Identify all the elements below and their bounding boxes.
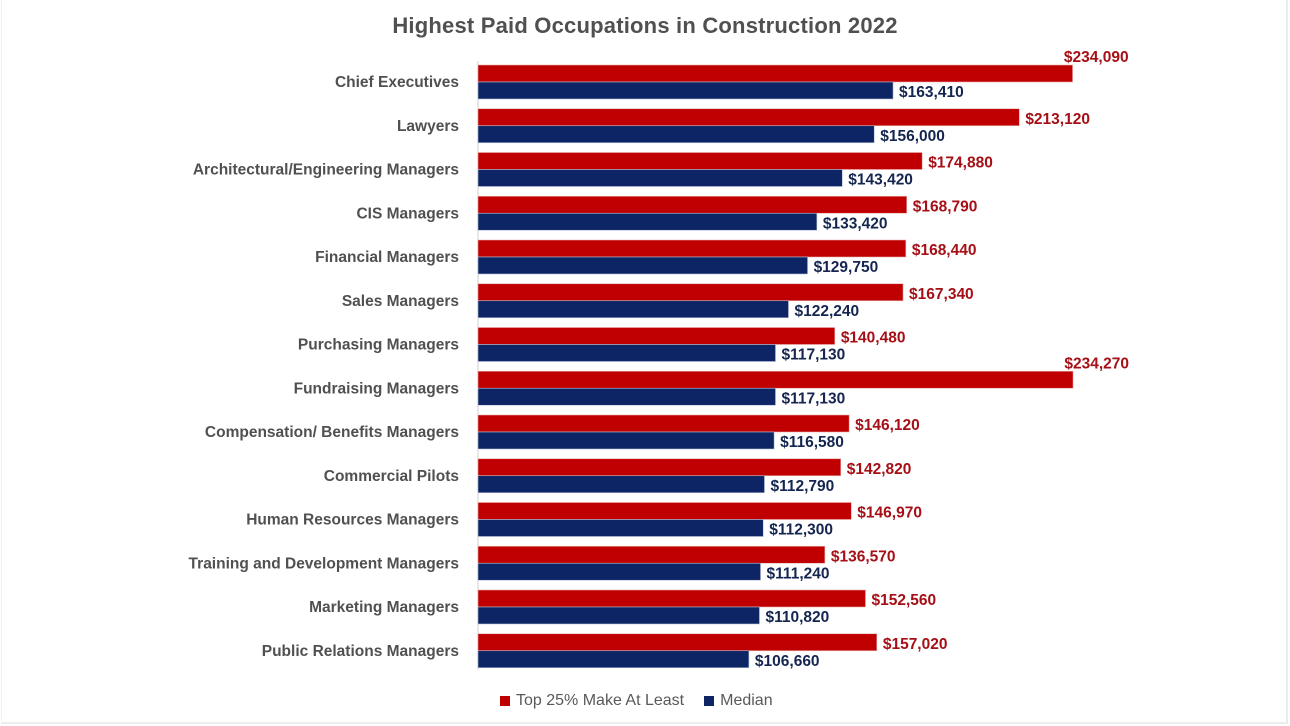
data-label-top25-human-resources-managers: $146,970 (857, 505, 922, 522)
data-label-median-financial-managers: $129,750 (814, 259, 879, 276)
data-label-median-architectural-engineering-managers: $143,420 (848, 172, 913, 189)
data-label-median-chief-executives: $163,410 (899, 84, 964, 101)
data-label-median-sales-managers: $122,240 (794, 303, 859, 320)
data-label-top25-fundraising-managers: $234,270 (1064, 355, 1129, 372)
bar-top25-fundraising-managers (477, 370, 1074, 389)
legend-label-top25: Top 25% Make At Least (516, 692, 685, 709)
bar-top25-marketing-managers (477, 589, 866, 608)
bar-median-chief-executives (477, 81, 894, 100)
category-label-sales-managers: Sales Managers (342, 293, 459, 310)
bar-median-fundraising-managers (477, 387, 776, 406)
data-label-median-cis-managers: $133,420 (823, 215, 888, 232)
category-label-marketing-managers: Marketing Managers (309, 599, 459, 616)
legend-label-median: Median (720, 692, 773, 709)
data-label-median-commercial-pilots: $112,790 (770, 478, 834, 495)
legend-swatch-median (704, 696, 715, 706)
bar-top25-sales-managers (477, 283, 904, 302)
bar-top25-public-relations-managers (477, 633, 878, 652)
bar-median-financial-managers (477, 256, 808, 275)
category-label-fundraising-managers: Fundraising Managers (294, 380, 459, 397)
bar-median-lawyers (477, 125, 875, 144)
data-label-top25-cis-managers: $168,790 (913, 198, 978, 215)
bar-top25-human-resources-managers (477, 502, 852, 520)
bar-median-architectural-engineering-managers (477, 169, 843, 187)
data-label-top25-training-and-development-managers: $136,570 (831, 548, 896, 565)
bar-top25-financial-managers (477, 239, 907, 258)
bar-top25-lawyers (477, 108, 1020, 127)
category-label-public-relations-managers: Public Relations Managers (262, 643, 459, 660)
category-label-architectural-engineering-managers: Architectural/Engineering Managers (193, 162, 459, 179)
data-label-median-purchasing-managers: $117,130 (782, 347, 846, 364)
legend: Top 25% Make At Least Median (500, 692, 793, 710)
bar-top25-compensation-benefits-managers (477, 414, 850, 433)
category-label-financial-managers: Financial Managers (315, 249, 459, 266)
category-label-purchasing-managers: Purchasing Managers (298, 337, 459, 354)
bar-top25-chief-executives (477, 64, 1073, 83)
data-label-median-marketing-managers: $110,820 (765, 609, 829, 626)
data-label-top25-commercial-pilots: $142,820 (847, 461, 912, 478)
data-label-top25-purchasing-managers: $140,480 (841, 330, 906, 347)
bar-median-purchasing-managers (477, 344, 776, 362)
data-label-median-human-resources-managers: $112,300 (769, 522, 833, 539)
bar-top25-training-and-development-managers (477, 545, 826, 564)
data-label-median-compensation-benefits-managers: $116,580 (780, 434, 844, 451)
legend-item-median: Median (704, 692, 773, 710)
data-label-median-public-relations-managers: $106,660 (755, 653, 820, 670)
category-label-commercial-pilots: Commercial Pilots (324, 468, 459, 485)
bar-median-cis-managers (477, 212, 818, 231)
legend-item-top25: Top 25% Make At Least (500, 692, 684, 710)
bar-median-public-relations-managers (477, 650, 750, 669)
data-label-top25-lawyers: $213,120 (1025, 111, 1090, 128)
bar-median-human-resources-managers (477, 519, 764, 537)
category-label-cis-managers: CIS Managers (356, 205, 459, 222)
bar-top25-purchasing-managers (477, 327, 836, 345)
category-label-compensation-benefits-managers: Compensation/ Benefits Managers (205, 424, 459, 441)
data-label-top25-financial-managers: $168,440 (912, 242, 977, 259)
bar-median-compensation-benefits-managers (477, 431, 775, 450)
bar-median-marketing-managers (477, 606, 760, 625)
data-label-top25-compensation-benefits-managers: $146,120 (855, 417, 920, 434)
category-label-human-resources-managers: Human Resources Managers (246, 512, 459, 529)
legend-swatch-top25 (500, 696, 510, 706)
bar-top25-commercial-pilots (477, 458, 842, 477)
bar-median-training-and-development-managers (477, 562, 761, 581)
bar-top25-architectural-engineering-managers (477, 152, 923, 170)
bar-median-commercial-pilots (477, 475, 765, 494)
category-label-lawyers: Lawyers (397, 118, 459, 135)
data-label-median-lawyers: $156,000 (880, 128, 945, 145)
data-label-top25-sales-managers: $167,340 (909, 286, 974, 303)
data-label-top25-chief-executives: $234,090 (1064, 49, 1129, 66)
data-label-median-fundraising-managers: $117,130 (782, 390, 846, 407)
bar-median-sales-managers (477, 300, 789, 319)
chart-title: Highest Paid Occupations in Construction… (392, 13, 898, 38)
data-label-median-training-and-development-managers: $111,240 (767, 565, 830, 582)
data-label-top25-marketing-managers: $152,560 (872, 592, 937, 609)
category-label-training-and-development-managers: Training and Development Managers (189, 555, 459, 572)
category-label-chief-executives: Chief Executives (335, 74, 459, 91)
data-label-top25-architectural-engineering-managers: $174,880 (928, 155, 993, 172)
data-label-top25-public-relations-managers: $157,020 (883, 636, 948, 653)
bar-top25-cis-managers (477, 195, 908, 214)
